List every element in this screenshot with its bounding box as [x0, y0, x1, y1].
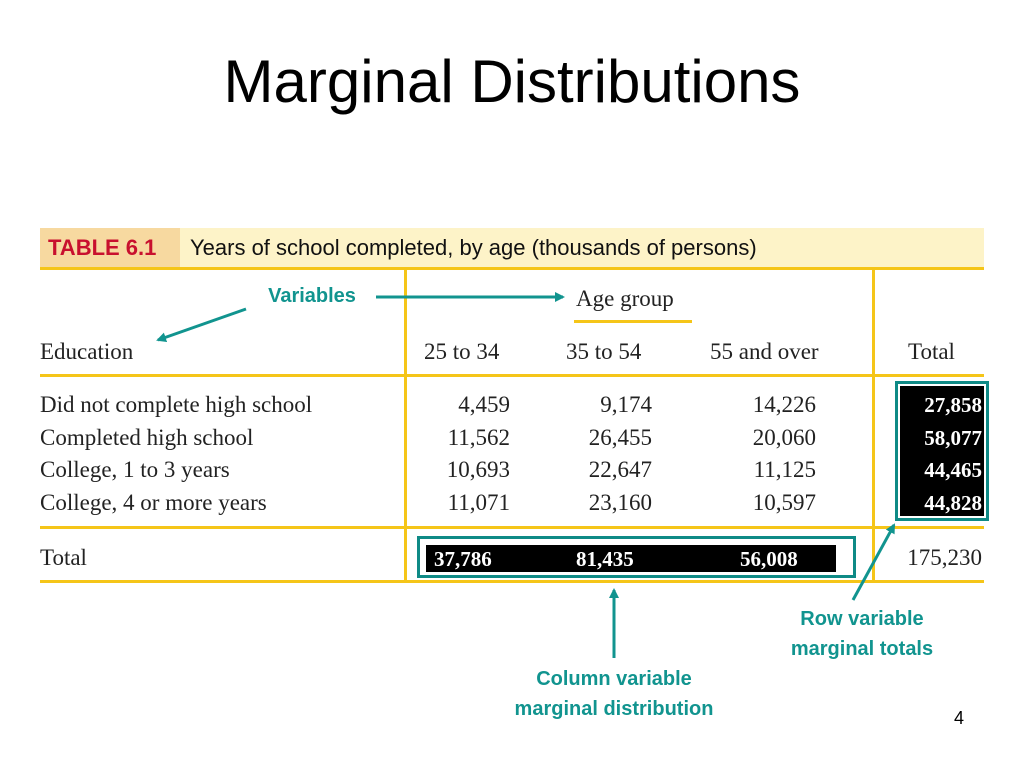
column-marginal-label-line2: marginal distribution	[514, 698, 714, 720]
table-cell: 23,160	[588, 490, 652, 515]
column-header: 55 and over	[710, 339, 819, 364]
row-marginal-block	[900, 386, 984, 516]
row-marginal-total: 44,828	[924, 491, 982, 515]
table-cell: 14,226	[752, 392, 816, 417]
table-cell: 22,647	[588, 457, 652, 482]
table-top-rule	[40, 267, 984, 270]
column-marginal-box	[417, 536, 856, 578]
table-heading-band	[40, 228, 984, 268]
variables-label: Variables	[268, 285, 356, 307]
table-cell: 11,071	[447, 490, 510, 515]
row-label: Did not complete high school	[40, 392, 313, 417]
row-variable-header: Education	[40, 339, 134, 364]
arrow-to-education	[156, 307, 247, 343]
row-marginal-box	[895, 381, 989, 521]
table-cell: 26,455	[588, 425, 652, 450]
table-cell: 11,125	[753, 457, 816, 482]
row-label: Completed high school	[40, 425, 254, 450]
table-bottom-rule	[40, 580, 984, 583]
age-group-underline	[574, 320, 692, 323]
page-number: 4	[953, 708, 964, 728]
header-bottom-rule	[40, 374, 984, 377]
row-marginal-label-line2: marginal totals	[790, 638, 934, 660]
row-marginal-total: 44,465	[924, 458, 982, 482]
column-marginal-total: 56,008	[740, 547, 798, 571]
table-cell: 10,597	[752, 490, 816, 515]
column-marginal-label-line1: Column variable	[536, 668, 692, 690]
arrow-to-row-totals	[851, 523, 896, 601]
column-divider-right	[872, 268, 875, 582]
table-number: TABLE 6.1	[40, 228, 180, 268]
table-cell: 10,693	[446, 457, 510, 482]
table-caption: Years of school completed, by age (thous…	[190, 235, 757, 260]
table-cell: 9,174	[600, 392, 652, 417]
column-header: 25 to 34	[424, 339, 500, 364]
total-row-label: Total	[40, 545, 87, 570]
table-cell: 20,060	[752, 425, 816, 450]
row-label: College, 4 or more years	[40, 490, 267, 515]
table-cell: 11,562	[447, 425, 510, 450]
body-bottom-rule	[40, 526, 984, 529]
column-header: 35 to 54	[566, 339, 642, 364]
row-marginal-label-line1: Row variable	[800, 608, 924, 630]
column-marginal-block	[426, 545, 836, 572]
table-cell: 4,459	[458, 392, 510, 417]
column-marginal-total: 81,435	[576, 547, 634, 571]
row-marginal-total: 58,077	[924, 426, 982, 450]
row-marginal-total: 27,858	[924, 393, 982, 417]
column-header: Total	[908, 339, 955, 364]
row-label: College, 1 to 3 years	[40, 457, 230, 482]
column-group-header: Age group	[576, 286, 674, 311]
column-marginal-total: 37,786	[434, 547, 492, 571]
column-divider-left	[404, 268, 407, 582]
slide-title: Marginal Distributions	[223, 48, 801, 115]
grand-total: 175,230	[907, 545, 982, 570]
